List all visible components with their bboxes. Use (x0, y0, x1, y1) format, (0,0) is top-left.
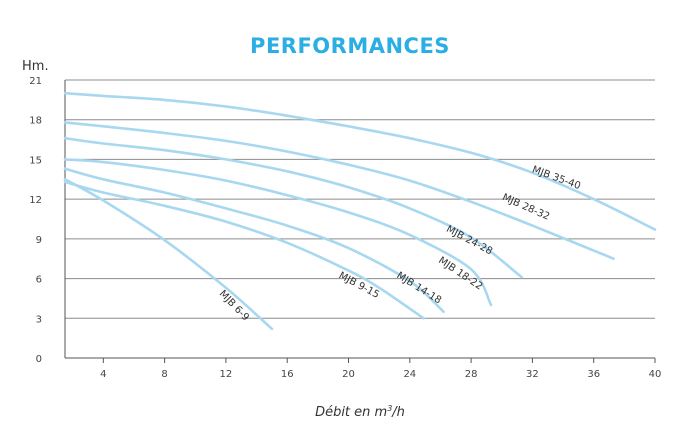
x-tick-label: 8 (161, 369, 167, 380)
series-line-mjb-14-18 (63, 167, 445, 313)
x-tick-label: 20 (342, 369, 355, 380)
x-tick-label: 36 (587, 369, 600, 380)
series-label: MJB 14-18 (394, 270, 443, 306)
series-line-mjb-24-28 (63, 136, 523, 279)
x-tick-label: 16 (281, 369, 294, 380)
y-tick-label: 18 (29, 116, 42, 127)
x-tick-label: 4 (100, 369, 106, 380)
series-label: MJB 35-40 (531, 164, 582, 192)
x-tick-label: 28 (465, 369, 478, 380)
series-line-mjb-28-32 (63, 121, 615, 260)
y-tick-label: 6 (36, 275, 42, 286)
y-tick-label: 0 (36, 354, 42, 365)
series-line-mjb-35-40 (63, 91, 657, 231)
series-line-mjb-6-9 (63, 178, 274, 331)
y-tick-label: 9 (36, 235, 42, 246)
x-tick-label: 24 (403, 369, 416, 380)
y-axis-unit-label: Hm. (22, 59, 49, 74)
x-axis-title-prefix: Débit en m (315, 405, 387, 420)
x-axis-title-suffix: /h (391, 405, 405, 420)
series-line-mjb-18-22 (63, 158, 493, 307)
y-tick-label: 21 (29, 76, 42, 87)
series-label: MJB 24-28 (444, 224, 494, 258)
x-axis-title-sup: 3 (387, 404, 392, 413)
y-tick-label: 12 (29, 195, 42, 206)
y-tick-label: 3 (36, 314, 42, 325)
x-tick-label: 40 (649, 369, 662, 380)
x-axis-title: Débit en m3/h (315, 404, 405, 420)
chart-title: PERFORMANCES (250, 34, 450, 58)
y-tick-label: 15 (29, 155, 42, 166)
x-tick-label: 12 (220, 369, 233, 380)
x-tick-label: 32 (526, 369, 539, 380)
series-layer (63, 91, 657, 331)
series-line-mjb-9-15 (63, 180, 425, 320)
series-label: MJB 28-32 (500, 192, 551, 223)
